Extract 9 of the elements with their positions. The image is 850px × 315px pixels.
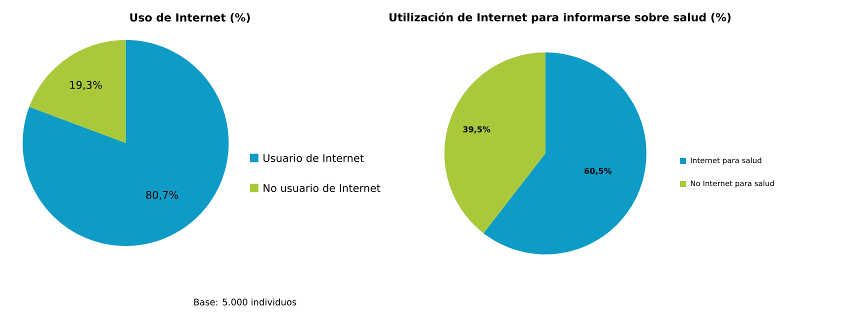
text: Base: 5.000 individuos (194, 298, 296, 306)
data-label: 19,3% (70, 80, 102, 90)
chart-title: Uso de Internet (%) (130, 13, 250, 23)
chart-title: Utilización de Internet para informarse sobre salud (%) (390, 12, 731, 24)
legend-label: Usuario de Internet (264, 154, 364, 162)
legend-label: No usuario de Internet (264, 184, 380, 192)
data-label: 80,7% (146, 190, 178, 200)
data-label: 60,5% (584, 168, 612, 175)
data-label: 39,5% (463, 126, 490, 134)
